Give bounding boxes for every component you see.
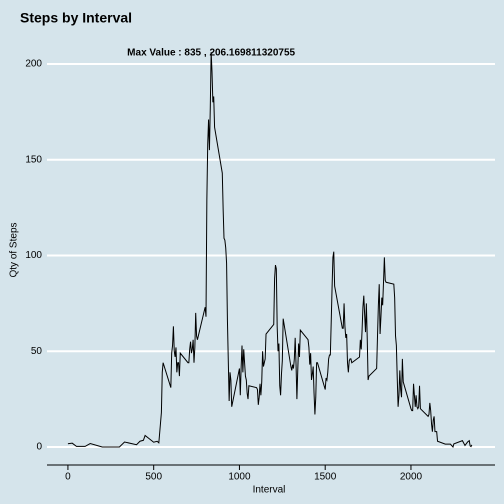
x-tick-label: 0	[65, 472, 71, 483]
y-tick-label: 50	[31, 346, 43, 357]
chart-title: Steps by Interval	[20, 10, 132, 26]
annotation: Max Value : 835 , 206.169811320755	[127, 48, 295, 59]
y-tick-label: 100	[25, 250, 42, 261]
x-axis-label: Interval	[253, 485, 286, 496]
x-tick-label: 1500	[314, 472, 337, 483]
y-tick-label: 150	[25, 154, 42, 165]
x-tick-label: 1000	[228, 472, 251, 483]
y-tick-label: 200	[25, 59, 42, 70]
data-line	[67, 52, 473, 449]
y-axis-label: Qty of Steps	[9, 222, 20, 277]
x-tick-label: 2000	[400, 472, 423, 483]
y-tick-label: 0	[36, 442, 42, 453]
x-tick-label: 500	[145, 472, 162, 483]
